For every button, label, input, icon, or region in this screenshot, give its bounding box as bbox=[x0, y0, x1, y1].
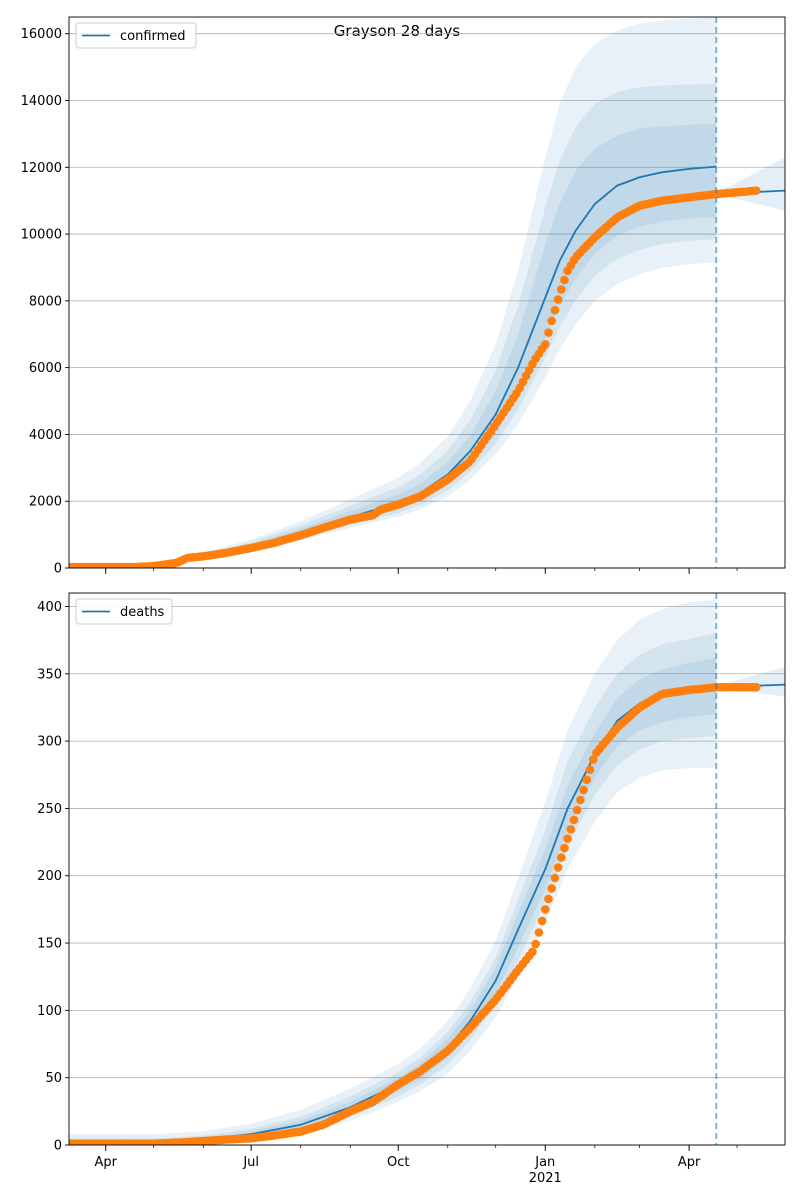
observed-point bbox=[560, 275, 569, 285]
y-tick-label: 14000 bbox=[21, 94, 62, 109]
forecast-band bbox=[716, 157, 785, 211]
axes-frame bbox=[68, 592, 786, 1146]
x-tick-label: Jan bbox=[534, 1155, 555, 1170]
y-tick-label: 50 bbox=[45, 1071, 62, 1086]
observed-point bbox=[557, 285, 566, 294]
observed-point bbox=[563, 834, 572, 843]
legend-box bbox=[75, 22, 197, 49]
observed-point bbox=[588, 755, 598, 764]
x-tick-sublabel: 2021 bbox=[529, 1171, 562, 1186]
y-tick-label: 200 bbox=[37, 869, 62, 884]
legend: confirmed bbox=[75, 22, 197, 49]
legend-label: deaths bbox=[120, 605, 165, 620]
y-tick-label: 6000 bbox=[29, 361, 62, 376]
y-tick-label: 4000 bbox=[29, 428, 62, 443]
uncertainty-band bbox=[69, 599, 717, 1145]
observed-point bbox=[579, 785, 588, 795]
y-tick-label: 350 bbox=[37, 667, 62, 682]
observed-point bbox=[547, 316, 556, 326]
observed-point bbox=[544, 894, 553, 904]
observed-point bbox=[550, 305, 560, 315]
y-tick-label: 150 bbox=[37, 937, 62, 952]
observed-point bbox=[553, 295, 563, 304]
axes-frame bbox=[68, 16, 786, 569]
observed-point bbox=[585, 765, 595, 774]
legend: deaths bbox=[75, 598, 173, 625]
y-tick-label: 250 bbox=[37, 802, 62, 817]
x-tick-label: Jul bbox=[242, 1155, 259, 1170]
uncertainty-band bbox=[69, 83, 717, 568]
x-tick-label: Apr bbox=[678, 1155, 701, 1170]
x-tick-label: Oct bbox=[387, 1155, 409, 1170]
uncertainty-band bbox=[69, 123, 717, 568]
observed-point bbox=[550, 873, 560, 883]
y-tick-label: 0 bbox=[54, 562, 62, 577]
forecast-band bbox=[716, 667, 785, 697]
uncertainty-band bbox=[69, 17, 717, 568]
y-tick-label: 300 bbox=[37, 735, 62, 750]
observed-point bbox=[569, 815, 579, 825]
observed-point bbox=[560, 843, 569, 853]
observed-point bbox=[544, 328, 553, 337]
deaths-panel: 0 50 100 150 200 250 300 350 400 Apr Jul Oct Jan2021… bbox=[37, 592, 786, 1186]
plot-area bbox=[69, 17, 785, 568]
observed-point bbox=[534, 928, 544, 937]
observed-point bbox=[751, 186, 761, 195]
y-tick-label: 12000 bbox=[21, 161, 62, 176]
legend-box bbox=[75, 598, 173, 625]
y-tick-label: 100 bbox=[37, 1004, 62, 1019]
observed-point bbox=[582, 775, 592, 785]
observed-point bbox=[572, 805, 582, 815]
chart-title: Grayson 28 days bbox=[334, 22, 461, 40]
observed-point bbox=[566, 825, 576, 834]
y-tick-label: 0 bbox=[54, 1139, 62, 1154]
x-tick-label: Apr bbox=[95, 1155, 118, 1170]
uncertainty-band bbox=[69, 657, 717, 1145]
y-tick-label: 8000 bbox=[29, 294, 62, 309]
y-tick-label: 10000 bbox=[21, 228, 62, 243]
y-tick-label: 2000 bbox=[29, 495, 62, 510]
observed-point bbox=[576, 795, 585, 805]
observed-point bbox=[531, 939, 540, 949]
y-tick-label: 400 bbox=[37, 600, 62, 615]
observed-point bbox=[537, 916, 547, 926]
observed-point bbox=[541, 905, 550, 914]
observed-point bbox=[557, 853, 566, 862]
observed-point bbox=[547, 884, 556, 893]
uncertainty-band bbox=[69, 633, 717, 1145]
y-tick-label: 16000 bbox=[21, 27, 62, 42]
confirmed-panel: 0 2000 4000 6000 8000 10000 12000 14000 16000 con… bbox=[21, 16, 786, 577]
observed-point bbox=[751, 682, 761, 692]
observed-point bbox=[553, 863, 563, 872]
observed-point bbox=[528, 947, 537, 957]
plot-area bbox=[69, 599, 785, 1145]
observed-point bbox=[541, 340, 550, 349]
legend-label: confirmed bbox=[120, 29, 186, 44]
